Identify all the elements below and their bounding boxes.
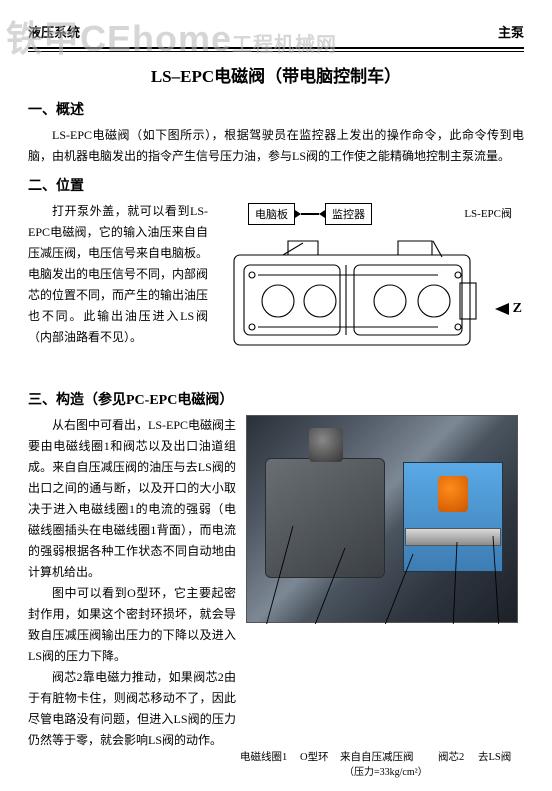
label-monitor: 监控器 [325,203,372,225]
z-arrow-label: Z [495,301,522,317]
arrow-bidir-icon [301,213,319,215]
photo-lead-lines [247,416,519,624]
section3-heading: 三、构造（参见PC-EPC电磁阀） [28,389,524,409]
valve-photo [246,415,518,623]
section2-text-col: 打开泵外盖，就可以看到LS-EPC电磁阀，它的输入油压来自自压减压阀，电压信号来… [28,201,208,371]
section1-heading: 一、概述 [28,99,524,119]
pump-diagram: 电脑板 监控器 LS-EPC阀 [218,201,518,371]
section2-row: 打开泵外盖，就可以看到LS-EPC电磁阀，它的输入油压来自自压减压阀，电压信号来… [28,201,524,371]
section3-figure-col: 电磁线圈1 O型环 来自自压减压阀 （压力=33kg/cm²） 阀芯2 去LS阀 [246,415,524,751]
label-board: 电脑板 [248,203,295,225]
header-right: 主泵 [498,22,524,41]
callout-oring: O型环 [300,749,329,764]
section3-para3: 阀芯2靠电磁力推动，如果阀芯2由于有脏物卡住，则阀芯移动不了，因此尽管电路没有问… [28,667,236,751]
watermark-en: 铁甲CEhome [6,18,232,59]
callout-source: 来自自压减压阀 [340,749,414,764]
section1-para: LS-EPC电磁阀（如下图所示），根据驾驶员在监控器上发出的操作命令，此命令传到… [28,125,524,167]
z-label: Z [513,301,522,316]
page-title: LS–EPC电磁阀（带电脑控制车） [28,62,524,87]
page: 液压系统 主泵 LS–EPC电磁阀（带电脑控制车） 一、概述 LS-EPC电磁阀… [0,0,552,761]
section2-heading: 二、位置 [28,175,524,195]
section2-para: 打开泵外盖，就可以看到LS-EPC电磁阀，它的输入油压来自自压减压阀，电压信号来… [28,201,208,348]
section3-row: 从右图中可看出，LS-EPC电磁阀主要由电磁线圈1和阀芯以及出口油道组成。来自自… [28,415,524,751]
section3-para2: 图中可以看到O型环，它主要起密封作用，如果这个密封环损坏，就会导致自压减压阀输出… [28,583,236,667]
callout-source-sub: （压力=33kg/cm²） [344,763,428,778]
photo-callouts: 电磁线圈1 O型环 来自自压减压阀 （压力=33kg/cm²） 阀芯2 去LS阀 [246,727,518,791]
callout-spool: 阀芯2 [438,749,464,764]
section3-text-col: 从右图中可看出，LS-EPC电磁阀主要由电磁线圈1和阀芯以及出口油道组成。来自自… [28,415,236,751]
callout-tols: 去LS阀 [478,749,511,764]
label-valve: LS-EPC阀 [464,205,512,221]
watermark: 铁甲CEhome工程机械网 [6,10,337,62]
label-board-group: 电脑板 监控器 [248,203,372,225]
pump-line-drawing [228,231,488,371]
callout-coil: 电磁线圈1 [240,749,287,764]
watermark-cn: 工程机械网 [232,34,337,56]
label-valve-group: LS-EPC阀 [464,205,512,221]
section3-para1: 从右图中可看出，LS-EPC电磁阀主要由电磁线圈1和阀芯以及出口油道组成。来自自… [28,415,236,583]
section2-figure-col: 电脑板 监控器 LS-EPC阀 [218,201,524,371]
